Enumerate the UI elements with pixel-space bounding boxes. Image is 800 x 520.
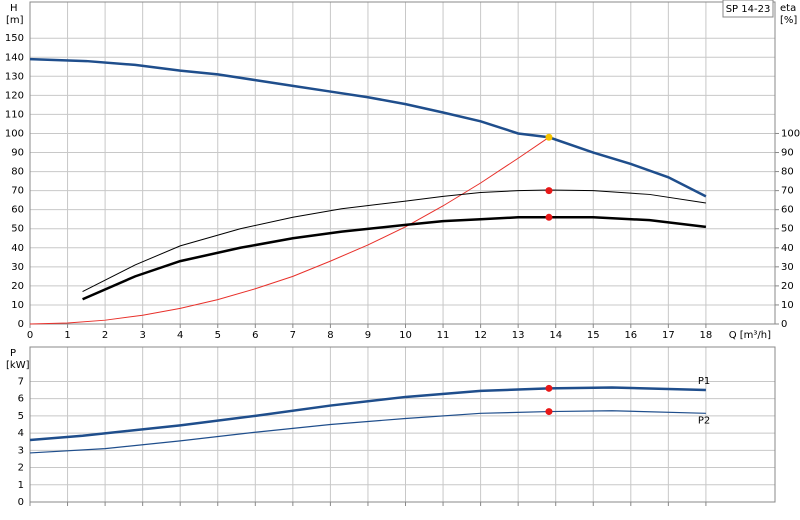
y2-tick-label: 0 — [781, 319, 787, 330]
y-axis-unit: [m] — [6, 15, 24, 26]
y-tick-label: 50 — [11, 224, 24, 235]
x-tick-label: 0 — [27, 330, 33, 341]
y-tick-label: 30 — [11, 262, 24, 273]
y2-axis-label: eta — [780, 3, 796, 14]
x-tick-label: 5 — [215, 330, 221, 341]
y-tick-label: 4 — [18, 428, 24, 439]
y2-tick-label: 30 — [781, 262, 794, 273]
y2-tick-label: 20 — [781, 281, 794, 292]
y-tick-label: 1 — [18, 480, 24, 491]
x-tick-label: 13 — [512, 330, 525, 341]
operating-point — [545, 213, 553, 221]
y-tick-label: 140 — [5, 52, 24, 63]
x-tick-label: 9 — [365, 330, 371, 341]
y-axis-label: P — [10, 348, 16, 359]
y-tick-label: 130 — [5, 71, 24, 82]
series-line — [29, 136, 550, 325]
y-tick-label: 10 — [11, 300, 24, 311]
operating-point — [545, 187, 553, 195]
y-tick-label: 80 — [11, 167, 24, 178]
x-tick-label: 18 — [700, 330, 713, 341]
x-tick-label: 3 — [139, 330, 145, 341]
x-axis-label: Q [m³/h] — [729, 330, 771, 341]
plot-frame — [29, 1, 776, 325]
series-line — [29, 57, 707, 198]
series-label: P1 — [698, 376, 710, 387]
x-tick-label: 17 — [662, 330, 675, 341]
x-tick-label: 11 — [437, 330, 450, 341]
y2-tick-label: 90 — [781, 148, 794, 159]
y2-tick-label: 80 — [781, 167, 794, 178]
y-tick-label: 3 — [18, 445, 24, 456]
y-tick-label: 100 — [5, 128, 24, 139]
x-tick-label: 15 — [587, 330, 600, 341]
operating-point — [545, 384, 553, 392]
y2-tick-label: 40 — [781, 243, 794, 254]
y2-tick-label: 10 — [781, 300, 794, 311]
x-tick-label: 12 — [474, 330, 487, 341]
y-tick-label: 120 — [5, 90, 24, 101]
y2-tick-label: 60 — [781, 205, 794, 216]
series-line — [29, 386, 706, 442]
series-line — [29, 410, 706, 454]
x-tick-label: 7 — [290, 330, 296, 341]
y-tick-label: 110 — [5, 109, 24, 120]
series-line — [82, 189, 706, 293]
badge-box — [722, 0, 774, 18]
y-axis-label: H — [10, 3, 18, 14]
y-tick-label: 0 — [18, 319, 24, 330]
x-tick-label: 2 — [102, 330, 108, 341]
y-tick-label: 7 — [18, 376, 24, 387]
y-tick-label: 0 — [18, 497, 24, 508]
x-tick-label: 14 — [549, 330, 562, 341]
operating-point — [545, 408, 553, 416]
y-axis-unit: [kW] — [6, 360, 30, 371]
plot-frame — [29, 346, 776, 503]
x-tick-label: 6 — [252, 330, 258, 341]
y2-tick-label: 50 — [781, 224, 794, 235]
x-tick-label: 8 — [327, 330, 333, 341]
y-tick-label: 70 — [11, 186, 24, 197]
y-tick-label: 150 — [5, 33, 24, 44]
x-tick-label: 16 — [624, 330, 637, 341]
y-tick-label: 40 — [11, 243, 24, 254]
badge: SP 14-23 — [726, 4, 771, 15]
series-line — [82, 216, 707, 301]
y-tick-label: 6 — [18, 394, 24, 405]
x-tick-label: 10 — [399, 330, 412, 341]
x-tick-label: 1 — [64, 330, 70, 341]
y-tick-label: 20 — [11, 281, 24, 292]
y2-tick-label: 70 — [781, 186, 794, 197]
y2-axis-unit: [%] — [780, 15, 797, 26]
y-tick-label: 5 — [18, 411, 24, 422]
operating-point — [545, 133, 553, 141]
y-tick-label: 90 — [11, 148, 24, 159]
y-tick-label: 60 — [11, 205, 24, 216]
y-tick-label: 2 — [18, 463, 24, 474]
x-tick-label: 4 — [177, 330, 183, 341]
y2-tick-label: 100 — [781, 128, 800, 139]
series-label: P2 — [698, 415, 710, 426]
